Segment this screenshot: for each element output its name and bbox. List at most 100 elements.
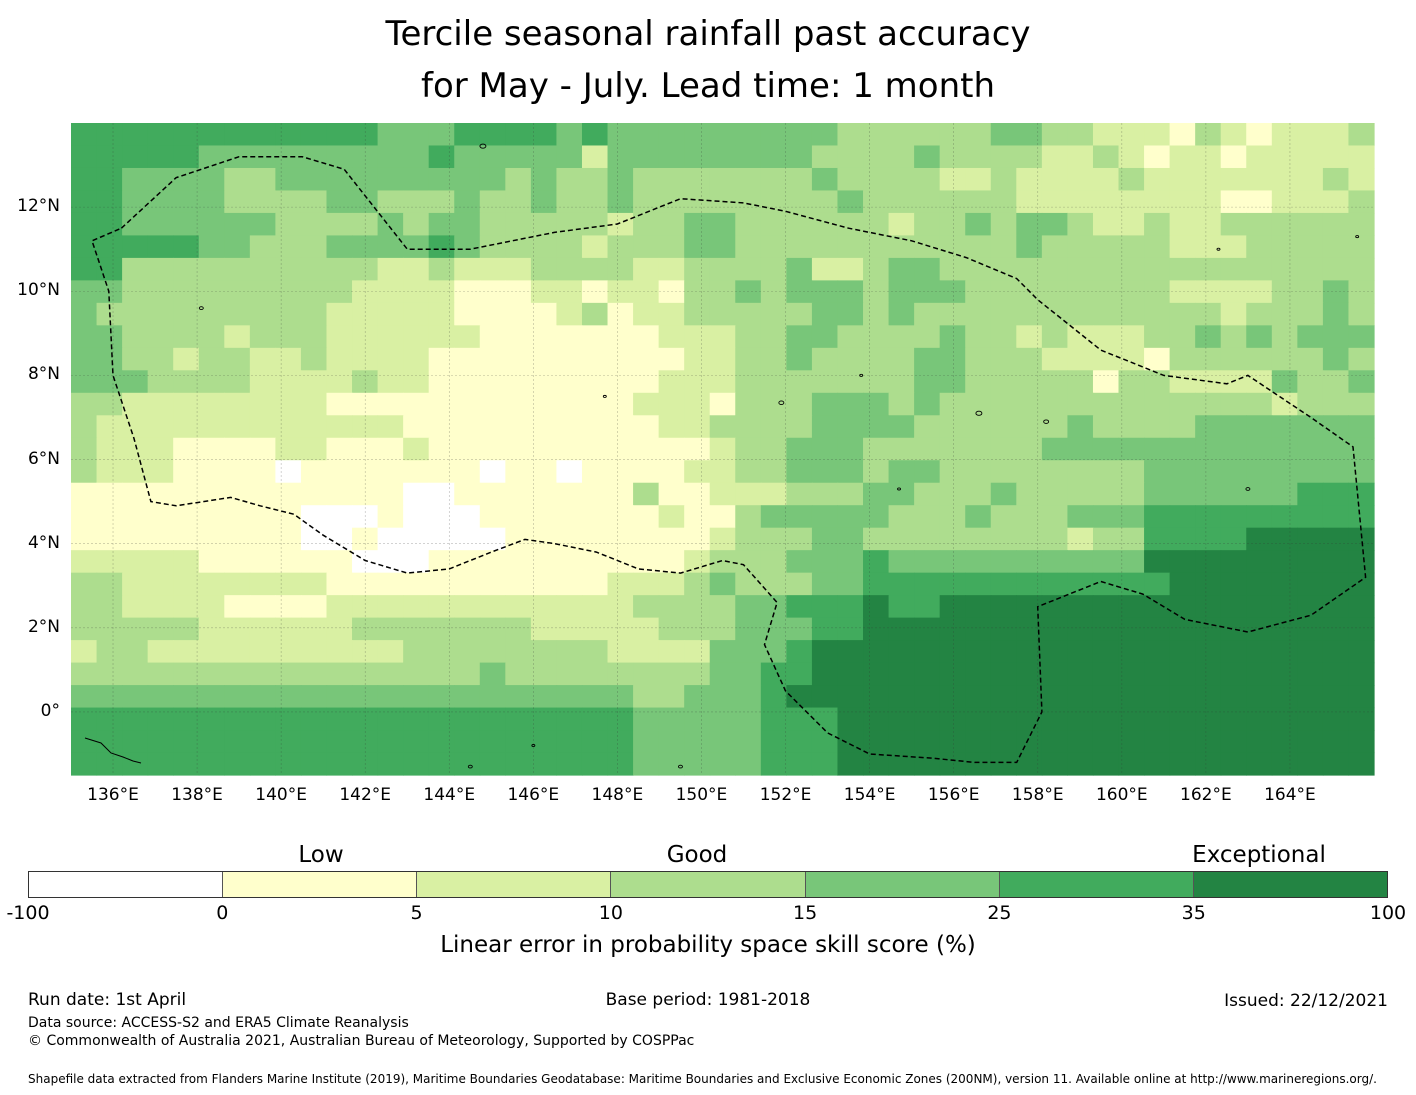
grid-cell (735, 302, 762, 326)
grid-cell (224, 662, 251, 686)
grid-cell (1348, 730, 1375, 754)
grid-cell (633, 235, 660, 259)
grid-cell (275, 123, 302, 147)
grid-cell (939, 550, 966, 574)
grid-cell (403, 212, 430, 237)
grid-cell (505, 685, 532, 709)
grid-cell (709, 123, 736, 147)
grid-cell (709, 145, 736, 169)
grid-cell (760, 190, 787, 214)
grid-cell (863, 123, 890, 147)
grid-cell (96, 280, 123, 304)
grid-cell (1297, 257, 1324, 281)
grid-cell (1041, 662, 1069, 686)
grid-cell (939, 370, 966, 394)
grid-cell (888, 707, 915, 731)
grid-cell (1297, 370, 1324, 394)
longitude-tick-label: 140°E (255, 785, 307, 805)
grid-cell (658, 347, 685, 371)
grid-cell (198, 460, 225, 484)
grid-cell (735, 460, 762, 484)
grid-cell (1322, 212, 1350, 237)
longitude-tick-label: 142°E (339, 785, 392, 805)
grid-cell (147, 235, 174, 259)
grid-cell (173, 685, 200, 709)
grid-cell (1271, 257, 1298, 281)
grid-cell (914, 482, 941, 506)
grid-cell (939, 392, 966, 416)
grid-cell (811, 392, 839, 416)
grid-cell (198, 280, 225, 304)
grid-cell (581, 730, 609, 754)
grid-cell (173, 415, 200, 439)
grid-cell (735, 370, 762, 394)
grid-cell (454, 167, 481, 192)
grid-cell (1220, 550, 1247, 574)
grid-cell (939, 505, 966, 529)
grid-cell (709, 235, 736, 259)
grid-cell (658, 370, 685, 394)
grid-cell (479, 415, 506, 439)
grid-cell (1322, 662, 1350, 686)
grid-cell (479, 437, 506, 461)
grid-cell (863, 167, 890, 192)
grid-cell (352, 437, 379, 461)
grid-cell (530, 257, 558, 281)
grid-cell (352, 392, 379, 416)
grid-cell (454, 415, 481, 439)
grid-cell (96, 145, 123, 169)
grid-cell (300, 752, 328, 776)
longitude-tick-label: 160°E (1095, 785, 1148, 805)
grid-cell (837, 707, 864, 731)
grid-cell (760, 752, 787, 776)
grid-cell (990, 505, 1017, 529)
grid-cell (275, 482, 302, 506)
grid-cell (1092, 235, 1120, 259)
grid-cell (581, 190, 609, 214)
grid-cell (403, 460, 430, 484)
grid-cell (1322, 595, 1350, 619)
grid-cell (224, 257, 251, 281)
grid-cell (811, 527, 839, 551)
grid-cell (147, 640, 174, 664)
grid-cell (1322, 505, 1350, 529)
grid-cell (760, 482, 787, 506)
grid-cell (760, 235, 787, 259)
grid-cell (1297, 190, 1324, 214)
grid-cell (837, 392, 864, 416)
grid-cell (811, 752, 839, 776)
grid-cell (863, 235, 890, 259)
grid-cell (760, 257, 787, 281)
grid-cell (454, 752, 481, 776)
grid-cell (1220, 572, 1247, 596)
grid-cell (1322, 145, 1350, 169)
colorbar-segment (1193, 872, 1387, 897)
grid-cell (147, 190, 174, 214)
grid-cell (352, 572, 379, 596)
grid-cell (735, 752, 762, 776)
grid-cell (709, 752, 736, 776)
grid-cell (581, 415, 609, 439)
grid-cell (505, 482, 532, 506)
grid-cell (1322, 482, 1350, 506)
grid-cell (633, 505, 660, 529)
grid-cell (888, 460, 915, 484)
title-line-1: Tercile seasonal rainfall past accuracy (385, 14, 1031, 54)
grid-cell (122, 302, 149, 326)
grid-cell (1092, 437, 1120, 461)
grid-cell (1271, 685, 1298, 709)
grid-cell (1297, 392, 1324, 416)
grid-cell (556, 460, 583, 484)
grid-cell (1092, 662, 1120, 686)
grid-cell (454, 370, 481, 394)
grid-cell (428, 257, 455, 281)
grid-cell (352, 527, 379, 551)
grid-cell (1118, 212, 1145, 237)
grid-cell (1169, 617, 1196, 641)
grid-cell (607, 595, 634, 619)
grid-cell (1118, 145, 1145, 169)
island-outline (897, 487, 901, 491)
grid-cell (352, 707, 379, 731)
grid-cell (403, 730, 430, 754)
grid-cell (428, 302, 455, 326)
